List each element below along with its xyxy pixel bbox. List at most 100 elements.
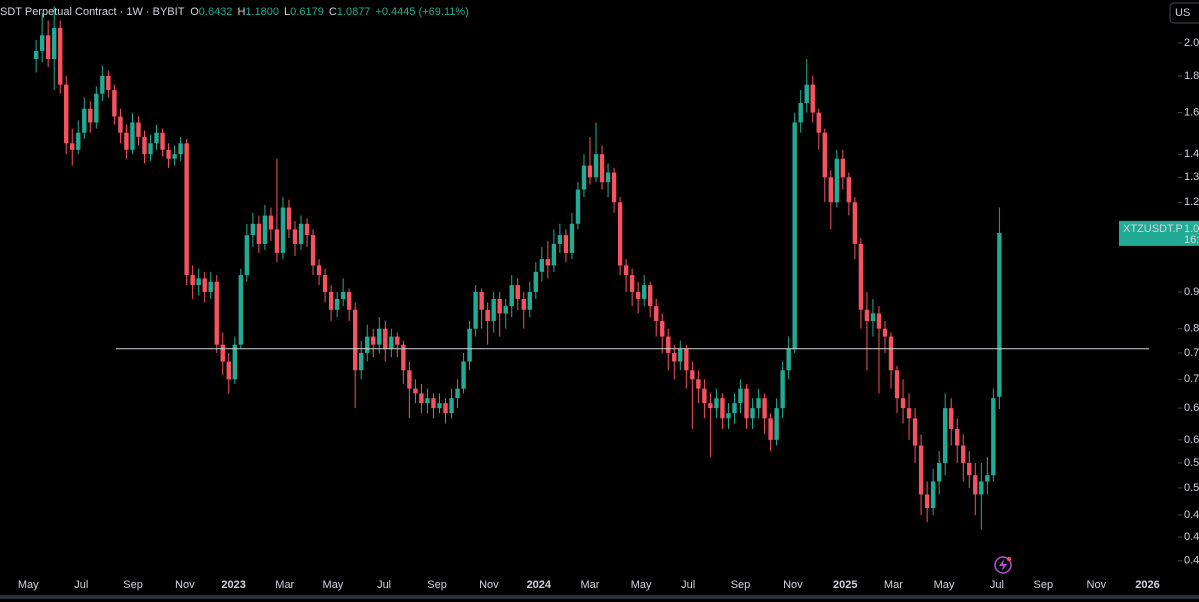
x-tick-label: Sep [731, 579, 751, 591]
candle-body [292, 229, 298, 244]
y-tick-label: 0.5 [1184, 457, 1199, 469]
candle-body [136, 122, 141, 137]
candle-body [870, 313, 876, 321]
change: +0.4445 (+69.11%) [375, 6, 468, 18]
y-tick-label: 0.4 [1184, 555, 1199, 567]
candle-body [509, 285, 514, 307]
x-tick-label: Sep [1034, 579, 1054, 591]
candle-body [810, 84, 815, 113]
x-tick-label: Jul [681, 579, 695, 591]
candle-body [702, 388, 707, 404]
candle-body [389, 336, 394, 349]
candle-body [45, 35, 51, 60]
candle-body [720, 398, 725, 419]
currency-button[interactable] [1169, 2, 1199, 24]
candle-body [142, 136, 147, 155]
candle-body [346, 291, 352, 310]
candle-body [973, 475, 978, 495]
candle-body [479, 291, 484, 310]
candle-body [924, 494, 930, 509]
candle-body [545, 259, 551, 266]
candle-body [491, 298, 496, 321]
l-label: L [284, 6, 290, 18]
candle-body [202, 278, 207, 292]
x-tick-label: 2025 [833, 579, 857, 591]
x-tick-label: Nov [1087, 579, 1107, 591]
candle-body [250, 223, 256, 236]
candle-body [979, 481, 984, 495]
candle-body [328, 291, 334, 310]
candle-body [521, 298, 526, 310]
candle-body [286, 207, 292, 230]
alert-icon[interactable] [994, 556, 1012, 574]
candle-body [340, 291, 346, 299]
candle-body [816, 112, 821, 133]
candle-body [419, 393, 424, 404]
candle-body [756, 398, 761, 409]
y-tick-label: 0.9 [1184, 286, 1199, 298]
candle-body [431, 398, 436, 409]
candle-body [672, 352, 677, 362]
candle-body [82, 108, 87, 133]
y-tick-label: 0.6 [1184, 434, 1199, 446]
candle-body [244, 235, 250, 276]
candle-body [949, 408, 954, 429]
candle-body [485, 309, 490, 321]
candle-body [780, 370, 785, 409]
y-tick-label: 0.4 [1184, 509, 1199, 521]
candle-body [906, 408, 912, 419]
candle-body [563, 235, 569, 253]
candle-body [714, 398, 719, 409]
candle-body [660, 320, 665, 337]
candle-body [401, 344, 406, 371]
candle-body [106, 75, 111, 91]
candle-body [635, 291, 641, 299]
candle-body [581, 165, 587, 190]
candle-body [64, 84, 69, 144]
candle-body [900, 398, 906, 409]
y-tick-label: 0.5 [1184, 482, 1199, 494]
candle-body [154, 132, 159, 144]
candle-body [888, 336, 894, 371]
candle-body [39, 35, 45, 51]
x-tick-label: May [18, 579, 39, 591]
currency-text[interactable]: US [1175, 7, 1190, 19]
candle-body [407, 370, 412, 389]
candle-body [94, 93, 99, 123]
candle-body [352, 309, 358, 371]
candle-body [762, 398, 767, 419]
candle-body [858, 243, 864, 310]
x-tick-label: 2024 [527, 579, 552, 591]
candle-body [876, 313, 882, 329]
candle-body [955, 428, 960, 446]
candle-body [539, 259, 545, 272]
x-tick-label: Mar [884, 579, 903, 591]
candle-body [172, 154, 177, 159]
candle-body [786, 348, 791, 371]
candle-body [822, 132, 827, 178]
candle-body [425, 398, 430, 404]
x-tick-label: Jul [74, 579, 88, 591]
h-label: H [237, 6, 245, 18]
candle-body [533, 271, 539, 292]
y-tick-label: 1.30 [1184, 171, 1199, 183]
candle-body [395, 336, 400, 345]
candle-body [268, 215, 274, 230]
x-tick-label: Mar [581, 579, 600, 591]
candle-body [738, 388, 743, 404]
candle-body [599, 154, 605, 183]
candle-body [557, 235, 563, 244]
candle-body [569, 223, 575, 253]
candle-body [690, 370, 695, 380]
price-label: 1.0 [1184, 223, 1199, 235]
candle-body [184, 143, 189, 276]
candle-body [160, 132, 165, 150]
candle-body [70, 143, 75, 150]
candle-body [310, 235, 316, 266]
candle-body [274, 229, 280, 253]
candle-body [623, 265, 629, 276]
candle-body [365, 336, 370, 353]
